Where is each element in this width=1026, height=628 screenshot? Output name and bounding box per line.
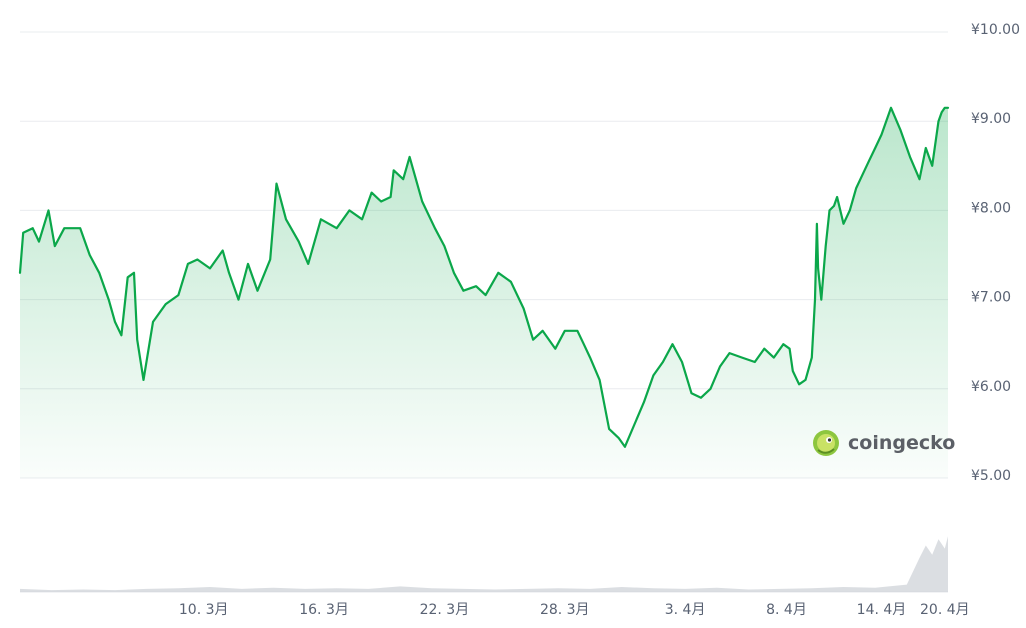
y-tick-label: ¥5.00: [971, 468, 1011, 484]
coingecko-watermark: coingecko: [813, 430, 955, 456]
x-tick-label: 28. 3月: [540, 602, 590, 618]
y-tick-label: ¥9.00: [971, 111, 1011, 127]
y-tick-label: ¥7.00: [971, 290, 1011, 306]
x-tick-label: 10. 3月: [179, 602, 229, 618]
y-tick-label: ¥6.00: [971, 379, 1011, 395]
watermark-text: coingecko: [848, 432, 955, 454]
x-tick-label: 22. 3月: [420, 602, 470, 618]
x-tick-label: 8. 4月: [766, 602, 807, 618]
x-tick-label: 3. 4月: [665, 602, 706, 618]
x-tick-label: 14. 4月: [857, 602, 907, 618]
y-axis: ¥10.00 ¥9.00 ¥8.00 ¥7.00 ¥6.00 ¥5.00: [971, 22, 1020, 484]
x-tick-label: 16. 3月: [299, 602, 349, 618]
area-layer: [20, 107, 948, 479]
volume-area: [20, 536, 948, 592]
y-tick-label: ¥10.00: [971, 22, 1020, 38]
y-tick-label: ¥8.00: [971, 200, 1011, 216]
gecko-icon: [813, 430, 839, 456]
volume-layer: [20, 536, 948, 592]
x-tick-label: 20. 4月: [920, 602, 970, 618]
line-layer: [18, 106, 950, 448]
x-axis: 10. 3月 16. 3月 22. 3月 28. 3月 3. 4月 8. 4月 14. 4月…: [179, 602, 970, 618]
price-area: [20, 107, 948, 479]
price-line: [18, 106, 950, 448]
